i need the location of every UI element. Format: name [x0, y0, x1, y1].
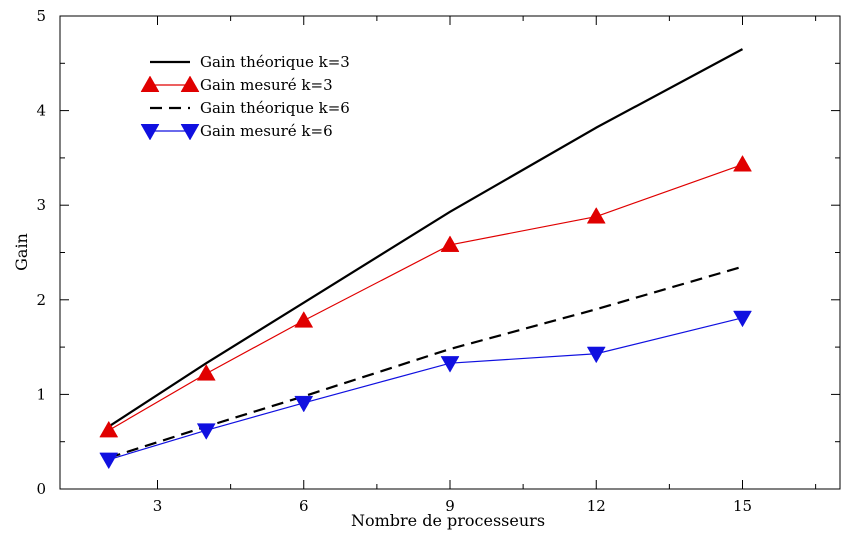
y-axis-label: Gain	[12, 233, 31, 271]
x-tick-label: 12	[587, 497, 606, 515]
series-1	[108, 48, 744, 428]
x-tick-label: 15	[733, 497, 752, 515]
series-lines	[99, 48, 752, 470]
data-point-marker	[99, 452, 119, 470]
y-tick-label: 5	[36, 7, 46, 25]
series-3	[108, 265, 743, 459]
legend-label: Gain mesuré k=3	[200, 76, 333, 94]
legend-entry: Gain mesuré k=6	[140, 122, 333, 141]
y-tick-label: 1	[36, 385, 46, 403]
data-point-marker	[196, 423, 216, 440]
data-point-marker	[294, 395, 314, 413]
data-point-marker	[440, 235, 460, 252]
series-line	[108, 265, 743, 459]
y-tick-label: 2	[36, 291, 46, 309]
legend-marker	[180, 124, 200, 141]
data-point-marker	[586, 346, 606, 364]
y-tick-label: 3	[36, 196, 46, 214]
data-point-marker	[733, 155, 752, 172]
x-tick-label: 9	[445, 497, 455, 515]
series-2	[99, 155, 752, 438]
legend-entry: Gain mesuré k=3	[140, 75, 333, 94]
x-tick-label: 3	[153, 497, 163, 515]
legend-box	[136, 44, 384, 144]
data-point-marker	[99, 420, 119, 438]
legend-entry: Gain théorique k=6	[150, 99, 350, 117]
series-line	[108, 48, 744, 428]
series-line	[108, 317, 743, 461]
legend-marker	[180, 75, 200, 92]
y-tick-label: 0	[36, 480, 46, 498]
series-4	[99, 310, 752, 470]
legend: Gain théorique k=3 Gain mesuré k=3 Gain th…	[136, 44, 384, 144]
data-point-marker	[733, 310, 752, 328]
data-point-marker	[440, 356, 460, 373]
data-point-marker	[196, 364, 216, 381]
x-tick-label: 6	[299, 497, 309, 515]
legend-label: Gain théorique k=3	[200, 53, 350, 71]
series-line	[108, 163, 743, 431]
legend-entry: Gain théorique k=3	[150, 53, 350, 71]
legend-label: Gain mesuré k=6	[200, 122, 333, 140]
data-point-marker	[294, 311, 314, 328]
legend-label: Gain théorique k=6	[200, 99, 350, 117]
y-tick-label: 4	[36, 102, 46, 120]
legend-marker	[140, 124, 160, 141]
data-point-marker	[586, 207, 606, 224]
legend-marker	[140, 75, 160, 92]
x-axis-label: Nombre de processeurs	[351, 511, 545, 530]
